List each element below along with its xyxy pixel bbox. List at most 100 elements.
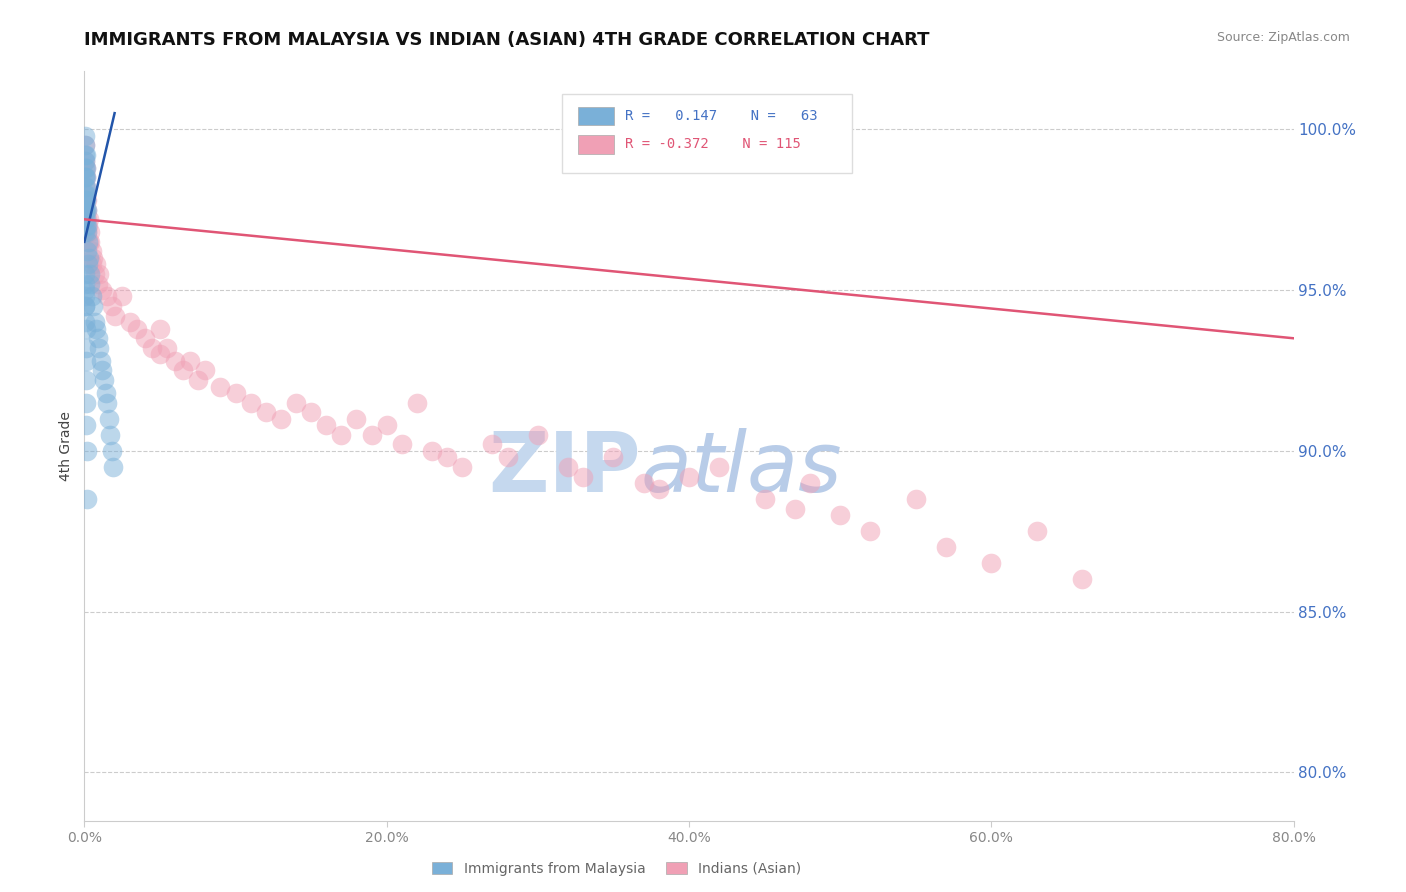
Point (79, 235, 101, 249)
Point (96, 289, 118, 303)
Point (149, 321, 172, 335)
Point (75, 202, 97, 217)
Point (799, 475, 821, 490)
Point (375, 418, 398, 433)
Point (77, 212, 100, 227)
Point (80, 257, 103, 271)
Point (75, 212, 97, 227)
Point (80, 244, 103, 259)
Point (104, 309, 127, 323)
Point (75, 395, 97, 409)
Point (633, 475, 655, 490)
Point (165, 353, 187, 368)
Point (270, 411, 292, 425)
Point (187, 373, 209, 387)
Point (315, 418, 337, 433)
Point (75, 277, 97, 291)
Point (1025, 524, 1047, 539)
Point (89, 267, 111, 281)
Point (935, 541, 957, 555)
Point (127, 321, 149, 335)
Point (75, 299, 97, 313)
Point (75, 170, 97, 185)
Point (98, 427, 121, 442)
Point (451, 459, 474, 474)
Point (76, 193, 98, 207)
Point (557, 459, 579, 474)
Point (75, 267, 97, 281)
Point (75, 289, 97, 303)
Point (75, 154, 97, 169)
Point (94, 386, 117, 401)
Point (86, 257, 108, 271)
Point (111, 289, 134, 303)
Point (96, 395, 118, 409)
Point (100, 299, 122, 313)
Point (76, 219, 98, 233)
Point (75, 186, 97, 201)
Point (75, 212, 97, 227)
Point (76, 225, 98, 239)
Point (496, 450, 519, 465)
Point (360, 427, 382, 442)
Point (904, 491, 927, 506)
Point (179, 353, 201, 368)
Point (156, 341, 179, 355)
FancyBboxPatch shape (578, 135, 614, 153)
Point (346, 411, 368, 425)
Point (678, 469, 700, 483)
Point (75, 202, 97, 217)
Point (1071, 573, 1094, 587)
Point (118, 315, 141, 329)
Text: Source: ZipAtlas.com: Source: ZipAtlas.com (1216, 31, 1350, 45)
Point (76, 212, 98, 227)
Point (602, 450, 624, 465)
Point (75, 148, 97, 162)
Point (75, 193, 97, 207)
Y-axis label: 4th Grade: 4th Grade (59, 411, 73, 481)
Point (75, 225, 97, 239)
Point (436, 450, 458, 465)
Text: ZIP: ZIP (488, 428, 641, 509)
Point (134, 331, 156, 345)
Text: R = -0.372    N = 115: R = -0.372 N = 115 (624, 137, 801, 151)
Point (783, 501, 806, 516)
Point (141, 341, 163, 355)
Point (77, 251, 100, 265)
Point (76, 225, 98, 239)
Point (406, 395, 429, 409)
Point (75, 299, 97, 313)
Point (84, 267, 107, 281)
Point (75, 180, 97, 194)
Point (75, 180, 97, 194)
Point (209, 379, 232, 393)
Point (79, 277, 101, 291)
Point (97, 411, 120, 425)
Point (75, 161, 97, 175)
Point (90, 353, 112, 368)
Point (75, 193, 97, 207)
Point (330, 427, 353, 442)
Point (77, 219, 100, 233)
Point (75, 148, 97, 162)
Point (75, 353, 97, 368)
FancyBboxPatch shape (562, 94, 852, 172)
Point (87, 277, 110, 291)
Point (481, 437, 503, 451)
Point (75, 138, 97, 153)
Point (75, 161, 97, 175)
Point (754, 491, 776, 506)
Point (75, 161, 97, 175)
Point (420, 443, 443, 458)
Point (149, 347, 172, 361)
Legend: Immigrants from Malaysia, Indians (Asian): Immigrants from Malaysia, Indians (Asian… (426, 856, 807, 881)
Point (82, 299, 104, 313)
Point (80, 289, 103, 303)
Point (89, 341, 111, 355)
Point (391, 437, 413, 451)
Point (75, 128, 97, 143)
Point (254, 405, 277, 419)
Point (75, 170, 97, 185)
Point (82, 251, 104, 265)
Point (75, 315, 97, 329)
